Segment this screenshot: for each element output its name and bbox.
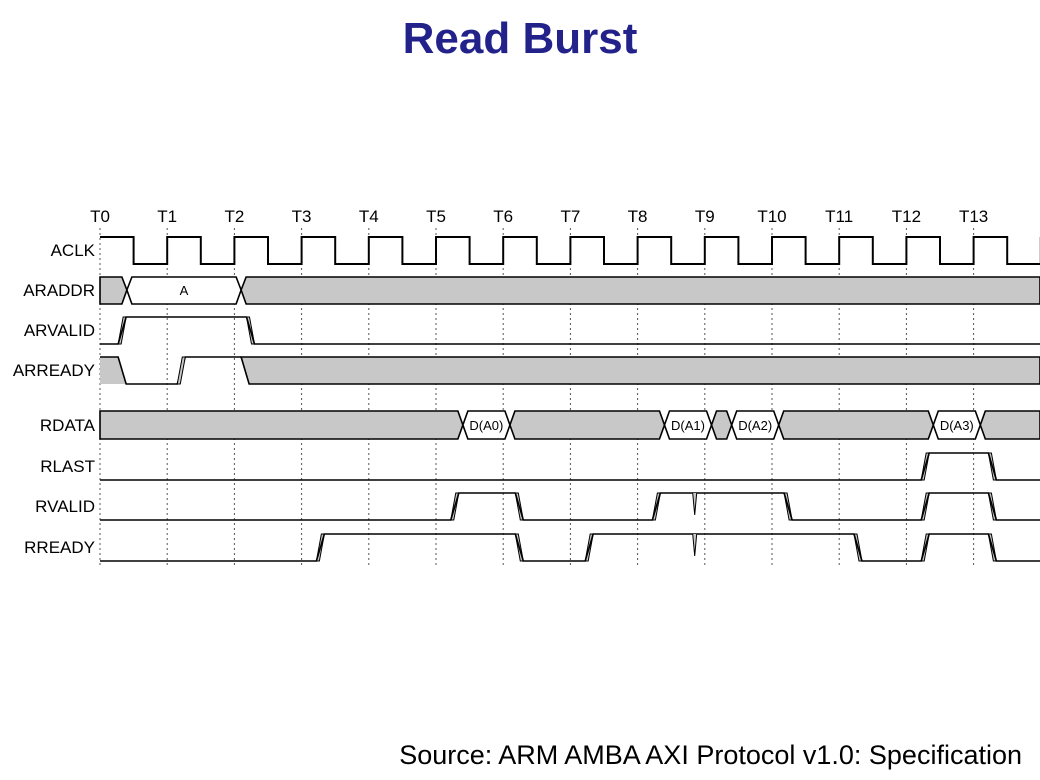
- signal-label-araddr: ARADDR: [23, 281, 95, 300]
- tick-label-t2: T2: [224, 207, 244, 226]
- signal-label-aclk: ACLK: [51, 241, 96, 260]
- arready-trace: [100, 356, 242, 385]
- signal-label-rdata: RDATA: [40, 416, 96, 435]
- araddr-undefined-segment: [99, 276, 128, 305]
- arvalid-trace: [100, 316, 1040, 345]
- rlast-trace: [100, 452, 1040, 481]
- araddr-undefined-segment: [240, 276, 1040, 305]
- tick-label-t6: T6: [493, 207, 513, 226]
- rdata-value-label: D(A2): [738, 418, 772, 433]
- rlast-wave: [100, 452, 1040, 481]
- rdata-value-label: D(A3): [940, 418, 974, 433]
- tick-label-t0: T0: [90, 207, 110, 226]
- tick-label-t12: T12: [892, 207, 921, 226]
- rdata-value-label: D(A1): [671, 418, 705, 433]
- rvalid-trace: [100, 492, 1040, 521]
- signal-label-rlast: RLAST: [40, 457, 95, 476]
- arvalid-wave: [100, 316, 1040, 345]
- signal-label-arvalid: ARVALID: [24, 321, 95, 340]
- rdata-value-label: D(A0): [469, 418, 503, 433]
- rvalid-glitch: [692, 492, 698, 516]
- aclk-wave: [100, 236, 1040, 265]
- tick-label-t5: T5: [426, 207, 446, 226]
- rdata-undefined-segment: [777, 410, 935, 440]
- rdata-undefined-segment: [509, 410, 666, 440]
- rvalid-wave: [100, 492, 1040, 521]
- rdata-undefined-segment: [99, 410, 464, 440]
- tick-label-t13: T13: [959, 207, 988, 226]
- tick-label-t8: T8: [628, 207, 648, 226]
- arready-wave: [100, 356, 1040, 385]
- arready-edge: [176, 356, 186, 385]
- signal-label-rready: RREADY: [24, 538, 95, 557]
- tick-label-t4: T4: [359, 207, 379, 226]
- araddr-value-label: A: [180, 283, 189, 298]
- signal-label-rvalid: RVALID: [35, 497, 95, 516]
- signal-label-arready: ARREADY: [13, 361, 95, 380]
- rready-glitch: [692, 533, 698, 557]
- tick-label-t9: T9: [695, 207, 715, 226]
- arready-gray-end: [240, 356, 1040, 385]
- tick-label-t10: T10: [757, 207, 786, 226]
- waveforms: A D(A0) D(A1) D(A2) D(A3): [99, 236, 1040, 562]
- araddr-wave: A: [99, 276, 1040, 305]
- tick-label-t1: T1: [157, 207, 177, 226]
- rdata-undefined-segment: [710, 410, 733, 440]
- tick-label-t3: T3: [292, 207, 312, 226]
- page-title: Read Burst: [402, 14, 638, 63]
- rready-wave: [100, 533, 1040, 562]
- tick-label-t7: T7: [560, 207, 580, 226]
- rready-trace: [100, 533, 1040, 562]
- tick-label-t11: T11: [825, 207, 853, 226]
- tick-labels: T0 T1 T2 T3 T4 T5 T6 T7 T8 T9 T10 T11 T12 T13: [90, 207, 988, 226]
- rdata-undefined-segment: [979, 410, 1040, 440]
- rdata-wave: D(A0) D(A1) D(A2) D(A3): [99, 410, 1040, 440]
- signal-labels: ACLK ARADDR ARVALID ARREADY RDATA RLAST RVALID…: [13, 241, 96, 557]
- source-caption: Source: ARM AMBA AXI Protocol v1.0: Spec…: [399, 740, 1022, 770]
